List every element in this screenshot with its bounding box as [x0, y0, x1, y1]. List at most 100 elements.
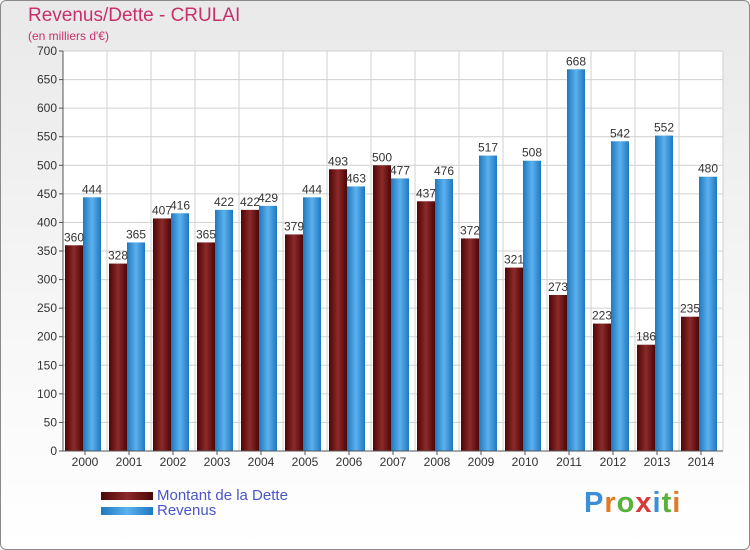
- x-tick-label: 2005: [292, 455, 319, 469]
- bar-revenue-2011: [567, 69, 585, 452]
- bar-revenue-2004: [259, 205, 277, 451]
- bar-debt-2014: [681, 316, 699, 451]
- y-tick-label: 0: [50, 444, 57, 458]
- proxiti-logo: Proxiti: [584, 487, 681, 520]
- value-label-debt-2000: 360: [64, 230, 84, 244]
- x-tick-label: 2013: [644, 455, 671, 469]
- legend: Montant de la Dette Revenus: [101, 487, 288, 519]
- bar-debt-2007: [373, 165, 391, 452]
- x-tick-label: 2003: [204, 455, 231, 469]
- value-label-debt-2003: 365: [196, 227, 216, 241]
- x-tick-label: 2004: [248, 455, 275, 469]
- value-label-revenue-2008: 476: [434, 164, 454, 178]
- bar-revenue-2009: [479, 155, 497, 452]
- bar-debt-2005: [285, 234, 303, 451]
- bar-debt-2002: [153, 218, 171, 451]
- bar-revenue-2008: [435, 179, 453, 451]
- bar-debt-2011: [549, 295, 567, 451]
- bar-revenue-2010: [523, 160, 541, 451]
- logo-letter: P: [584, 487, 605, 519]
- value-label-revenue-2013: 552: [654, 121, 674, 135]
- y-tick-label: 100: [37, 387, 57, 401]
- x-tick-label: 2001: [116, 455, 143, 469]
- bar-revenue-2013: [655, 135, 673, 452]
- y-tick-label: 600: [37, 101, 57, 115]
- bar-debt-2006: [329, 169, 347, 452]
- logo-letter: t: [661, 487, 673, 519]
- y-tick-label: 300: [37, 273, 57, 287]
- value-label-debt-2005: 379: [284, 219, 304, 233]
- y-tick-label: 700: [37, 44, 57, 58]
- bar-revenue-2007: [391, 178, 409, 451]
- x-tick-label: 2007: [380, 455, 407, 469]
- value-label-debt-2002: 407: [152, 203, 172, 217]
- x-tick-label: 2002: [160, 455, 187, 469]
- logo-letter: x: [635, 487, 653, 519]
- value-label-debt-2014: 235: [680, 302, 700, 316]
- x-tick-label: 2006: [336, 455, 363, 469]
- value-label-revenue-2004: 429: [258, 191, 278, 205]
- bar-debt-2012: [593, 323, 611, 451]
- y-tick-label: 650: [37, 73, 57, 87]
- bar-revenue-2005: [303, 197, 321, 451]
- value-label-debt-2006: 493: [328, 154, 348, 168]
- y-tick-label: 550: [37, 130, 57, 144]
- legend-label-revenue: Revenus: [157, 502, 217, 519]
- value-label-debt-2013: 186: [636, 330, 656, 344]
- legend-item-revenue: Revenus: [101, 502, 288, 519]
- bar-revenue-2000: [83, 197, 101, 451]
- logo-letter: o: [616, 487, 636, 519]
- x-tick-label: 2009: [468, 455, 495, 469]
- bar-debt-2009: [461, 238, 479, 451]
- value-label-revenue-2009: 517: [478, 141, 498, 155]
- y-tick-label: 200: [37, 330, 57, 344]
- value-label-debt-2010: 321: [504, 253, 524, 267]
- y-tick-label: 400: [37, 215, 57, 229]
- bar-revenue-2002: [171, 213, 189, 451]
- y-tick-label: 450: [37, 187, 57, 201]
- chart-title: Revenus/Dette - CRULAI: [28, 5, 241, 26]
- value-label-debt-2012: 223: [592, 309, 612, 323]
- x-tick-label: 2000: [72, 455, 99, 469]
- value-label-revenue-2012: 542: [610, 126, 630, 140]
- x-tick-label: 2012: [600, 455, 627, 469]
- legend-swatch-revenue: [101, 506, 153, 515]
- bar-debt-2010: [505, 267, 523, 451]
- bar-revenue-2006: [347, 186, 365, 451]
- bar-debt-2013: [637, 344, 655, 451]
- value-label-revenue-2003: 422: [214, 195, 234, 209]
- y-tick-label: 350: [37, 244, 57, 258]
- x-tick-label: 2011: [556, 455, 582, 469]
- bar-debt-2001: [109, 263, 127, 451]
- value-label-revenue-2011: 668: [566, 54, 586, 68]
- y-tick-label: 500: [37, 158, 57, 172]
- legend-label-debt: Montant de la Dette: [157, 487, 288, 504]
- bar-debt-2004: [241, 209, 259, 451]
- legend-item-debt: Montant de la Dette: [101, 487, 288, 504]
- x-tick-label: 2014: [688, 455, 715, 469]
- value-label-debt-2009: 372: [460, 223, 480, 237]
- y-tick-label: 50: [44, 415, 58, 429]
- x-tick-label: 2008: [424, 455, 451, 469]
- value-label-debt-2011: 273: [548, 280, 568, 294]
- value-label-revenue-2002: 416: [170, 198, 190, 212]
- x-tick-label: 2010: [512, 455, 539, 469]
- value-label-revenue-2010: 508: [522, 146, 542, 160]
- bar-revenue-2012: [611, 141, 629, 452]
- y-tick-label: 150: [37, 358, 57, 372]
- y-tick-label: 250: [37, 301, 57, 315]
- bar-revenue-2001: [127, 242, 145, 451]
- bar-debt-2000: [65, 245, 83, 451]
- logo-letter: i: [652, 487, 662, 519]
- value-label-revenue-2014: 480: [698, 162, 718, 176]
- value-label-debt-2007: 500: [372, 150, 392, 164]
- bar-revenue-2014: [699, 176, 717, 451]
- value-label-debt-2004: 422: [240, 195, 260, 209]
- value-label-revenue-2006: 463: [346, 171, 366, 185]
- logo-letter: r: [604, 487, 617, 519]
- value-label-debt-2008: 437: [416, 186, 436, 200]
- bar-debt-2008: [417, 201, 435, 451]
- value-label-revenue-2005: 444: [302, 182, 322, 196]
